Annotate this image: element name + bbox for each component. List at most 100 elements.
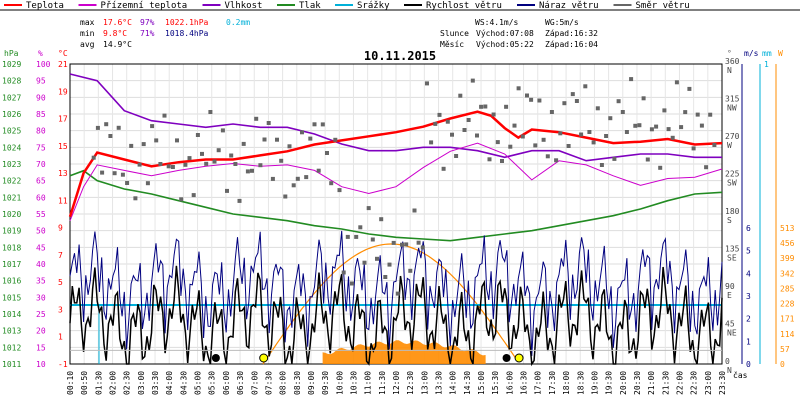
tick-x-29: 15:00 xyxy=(477,371,486,395)
tick-c-3: 15 xyxy=(58,142,68,151)
tick-c-10: 1 xyxy=(58,333,63,342)
wind-direction-dot xyxy=(125,181,130,185)
sunset-marker xyxy=(514,353,524,363)
wind-direction-dot xyxy=(458,93,463,98)
stat-min-label: min xyxy=(80,29,95,38)
wind-direction-dot xyxy=(645,157,650,162)
tick-ms-6: 0 xyxy=(746,360,751,369)
wind-direction-dot xyxy=(362,260,367,265)
tick-dir-3: 225 xyxy=(725,170,740,179)
wind-direction-dot xyxy=(687,86,692,91)
tick-x-14: 07:30 xyxy=(264,371,273,395)
wind-direction-dot xyxy=(154,138,159,143)
tick-hpa-5: 1024 xyxy=(2,143,21,152)
wind-direction-dot xyxy=(583,84,588,89)
wind-direction-dot xyxy=(541,137,546,142)
wind-direction-dot xyxy=(454,154,459,158)
tick-ms-1: 5 xyxy=(746,247,751,256)
wind-direction-dot xyxy=(425,81,429,86)
tick-w-7: 114 xyxy=(780,330,795,339)
tick-c-5: 11 xyxy=(58,196,68,205)
tick-x-44: 22:30 xyxy=(690,371,699,395)
stat-min-hum: 71% xyxy=(140,29,155,38)
tick-x-0: 00:10 xyxy=(66,371,75,395)
wind-direction-dot xyxy=(287,144,292,149)
tick-x-37: 19:00 xyxy=(590,371,599,395)
wind-direction-dot xyxy=(674,80,679,85)
unit-ms: m/s xyxy=(744,49,759,58)
tick-x-20: 10:30 xyxy=(349,371,358,395)
tick-x-4: 02:30 xyxy=(123,371,132,395)
tick-x-46: 23:30 xyxy=(718,371,727,395)
legend-label-2: Vlhkost xyxy=(225,1,263,11)
tick-x-21: 11:00 xyxy=(364,371,373,395)
tick-pct-3: 85 xyxy=(36,110,46,119)
stat-max-press: 1022.1hPa xyxy=(165,18,209,27)
wind-direction-dot xyxy=(187,156,192,161)
legend-label-3: Tlak xyxy=(299,1,321,11)
wind-direction-dot xyxy=(383,275,388,279)
tick-x-38: 19:30 xyxy=(605,371,614,395)
tick-c-11: -1 xyxy=(58,360,68,369)
wind-direction-dot xyxy=(462,128,467,132)
tick-x-2: 01:30 xyxy=(94,371,103,395)
stats-block: max 17.6°C 97% 1022.1hPa 0.2mm min 9.8°C… xyxy=(80,18,598,49)
wind-direction-dot xyxy=(691,146,696,151)
stat-min-temp: 9.8°C xyxy=(103,29,127,38)
tick-pct-13: 35 xyxy=(36,277,46,286)
wind-direction-dot xyxy=(333,137,338,142)
tick-pct-16: 20 xyxy=(36,327,46,336)
wind-direction-dot xyxy=(112,171,117,176)
tick-dirname-0: N xyxy=(727,66,732,75)
moonrise-marker xyxy=(211,354,220,362)
tick-c-4: 13 xyxy=(58,169,68,178)
tick-dirname-3: SW xyxy=(727,179,737,188)
wind-direction-dot xyxy=(329,181,334,186)
tick-x-34: 17:30 xyxy=(548,371,557,395)
wind-direction-dot xyxy=(624,130,629,134)
tick-w-9: 0 xyxy=(780,360,785,369)
wind-direction-dot xyxy=(108,134,113,138)
wind-direction-dot xyxy=(258,163,263,168)
wind-direction-dot xyxy=(133,196,138,201)
tick-w-4: 285 xyxy=(780,284,795,293)
wind-direction-dot xyxy=(450,132,454,137)
tick-x-35: 18:00 xyxy=(562,371,571,395)
tick-dirname-6: E xyxy=(727,291,732,300)
tick-c-9: 3 xyxy=(58,305,63,314)
wind-direction-dot xyxy=(699,123,704,128)
wind-direction-dot xyxy=(245,169,250,174)
tick-ms-4: 2 xyxy=(746,315,751,324)
tick-pct-4: 80 xyxy=(36,127,46,136)
tick-pct-15: 25 xyxy=(36,310,46,319)
wind-direction-dot xyxy=(308,136,313,141)
wind-direction-dot xyxy=(395,291,400,296)
wind-direction-dot xyxy=(712,143,717,147)
wind-direction-dot xyxy=(91,155,96,160)
wind-direction-dot xyxy=(670,135,675,140)
stat-min-press: 1018.4hPa xyxy=(165,29,209,38)
tick-dirname-7: NE xyxy=(727,329,737,338)
wind-direction-dot xyxy=(337,188,342,193)
tick-x-24: 12:30 xyxy=(406,371,415,395)
legend-label-1: Přízemní teplota xyxy=(101,1,188,11)
tick-dir-8: 0 xyxy=(725,357,730,366)
tick-hpa-10: 1019 xyxy=(2,227,21,236)
tick-pct-5: 75 xyxy=(36,143,46,152)
tick-x-11: 06:00 xyxy=(222,371,231,395)
wind-direction-dot xyxy=(279,158,284,163)
tick-pct-7: 65 xyxy=(36,177,46,186)
wind-direction-dot xyxy=(500,159,504,163)
stat-avg-label: avg xyxy=(80,40,95,49)
tick-x-40: 20:30 xyxy=(633,371,642,395)
tick-c-0: 21 xyxy=(58,60,68,69)
wind-direction-dot xyxy=(358,225,363,230)
wind-direction-dot xyxy=(100,170,105,175)
tick-ms-0: 6 xyxy=(746,224,751,233)
wind-direction-dot xyxy=(145,181,150,186)
tick-x-32: 16:30 xyxy=(520,371,529,395)
tick-x-41: 21:00 xyxy=(647,371,656,395)
tick-pct-10: 50 xyxy=(36,227,46,236)
legend-label-5: Rychlost větru xyxy=(426,1,502,11)
